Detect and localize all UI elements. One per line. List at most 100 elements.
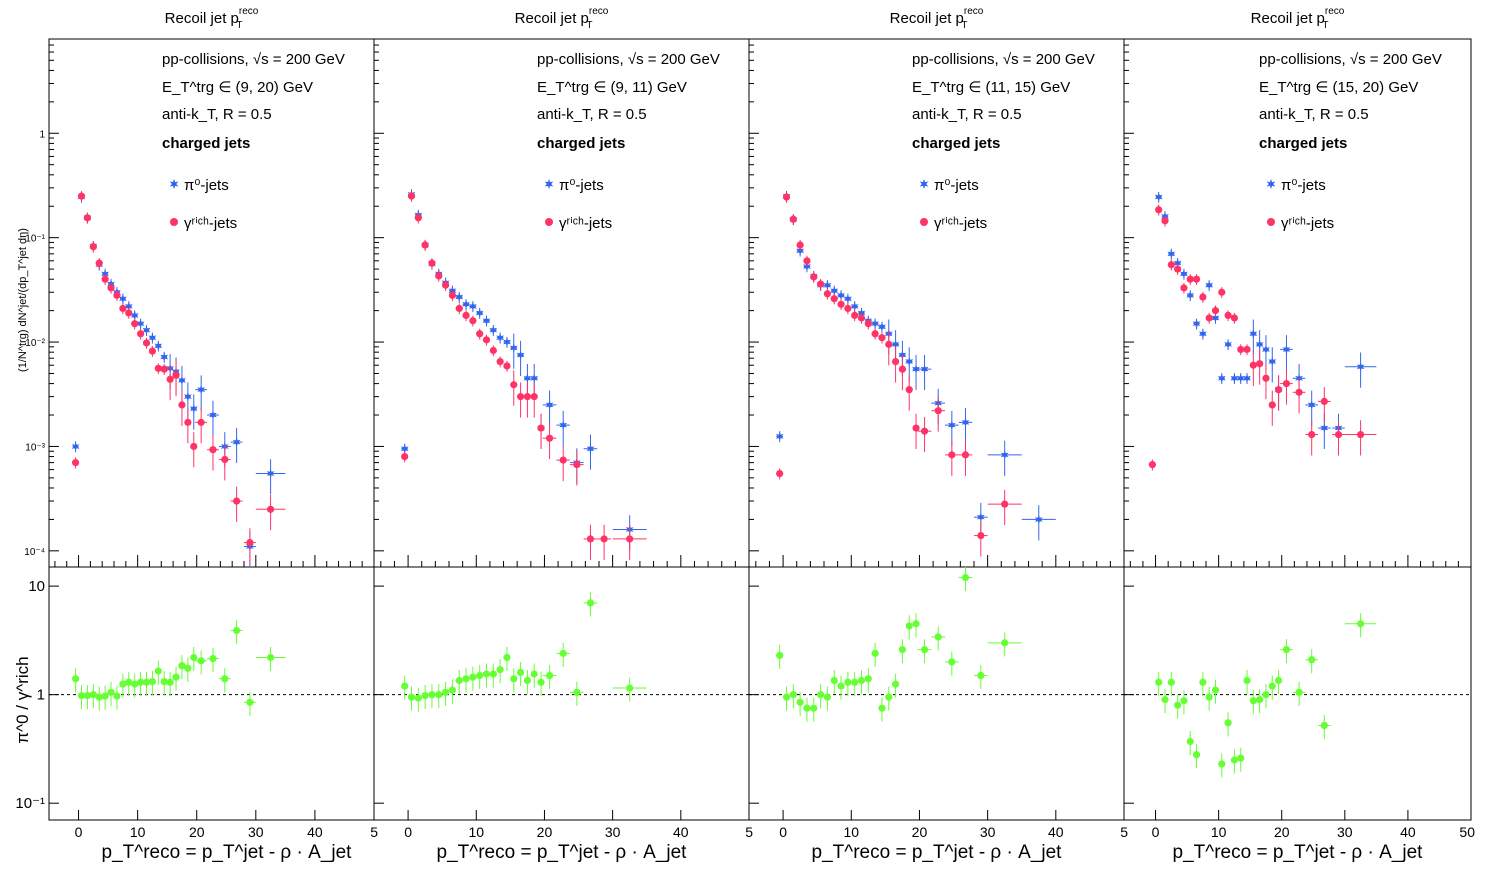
y-tick-label-lower: 10 [28, 578, 45, 595]
annotation-collisions: pp-collisions, √s = 200 GeV [1259, 51, 1442, 68]
legend-pi0-label: π⁰-jets [1281, 177, 1326, 194]
gamma-point [172, 371, 180, 379]
pi0-point [475, 308, 484, 318]
ratio-point [266, 653, 275, 662]
x-tick-label: 50 [1459, 824, 1475, 840]
ratio-point [184, 664, 192, 672]
pi0-point [775, 431, 784, 441]
annotation-jet-type: charged jets [162, 135, 250, 152]
pi0-point [101, 269, 109, 279]
pi0-point [1224, 339, 1232, 349]
gamma-point [948, 451, 956, 459]
annotation-jet-type: charged jets [537, 135, 625, 152]
panel-title: Recoil jet preco T [1251, 6, 1345, 31]
pi0-point [850, 301, 859, 311]
pi0-point [1255, 339, 1264, 349]
pi0-point [920, 364, 929, 374]
gamma-point [898, 365, 907, 373]
gamma-point [789, 215, 797, 223]
gamma-point [912, 424, 920, 432]
gamma-point [782, 193, 791, 201]
gamma-point [857, 314, 866, 322]
ratio-point [523, 676, 532, 685]
annotation-algorithm: anti-k_T, R = 0.5 [1259, 106, 1369, 123]
panel-4: Recoil jet preco T pp-collisions, √s = 200… [1123, 6, 1475, 840]
ratio-point [1230, 756, 1239, 764]
ratio-point [857, 676, 866, 685]
annotation-collisions: pp-collisions, √s = 200 GeV [162, 51, 345, 68]
ratio-point [891, 680, 900, 688]
pi0-point [1282, 344, 1291, 354]
annotation-algorithm: anti-k_T, R = 0.5 [162, 106, 272, 123]
ratio-point [898, 646, 907, 654]
ratio-point [1268, 682, 1276, 690]
gamma-point [510, 381, 518, 389]
gamma-point [830, 295, 838, 303]
gamma-point [1167, 261, 1175, 269]
gamma-point [1218, 288, 1226, 296]
ratio-point [160, 677, 168, 686]
gamma-point [469, 317, 477, 325]
ratio-point [131, 680, 139, 688]
gamma-point [816, 280, 825, 288]
ratio-point [1262, 691, 1270, 699]
panels: Recoil jet preco T pp-collisions, √s = 200… [15, 6, 1475, 863]
gamma-point [803, 257, 811, 265]
legend-gamma-marker [545, 218, 553, 226]
pi0-point [1230, 373, 1239, 383]
gamma-point [1224, 311, 1232, 320]
ratio-point [83, 692, 92, 700]
gamma-point [184, 418, 192, 426]
gamma-point [600, 535, 608, 543]
gamma-point [1243, 345, 1251, 354]
ratio-point [476, 671, 484, 680]
gamma-point [1308, 430, 1316, 439]
ratio-point [776, 651, 784, 659]
ratio-point [977, 671, 985, 680]
ratio-point [782, 693, 791, 701]
legend-pi0-label: π⁰-jets [934, 177, 979, 194]
x-tick-label: 5 [745, 824, 753, 840]
annotation-jet-type: charged jets [912, 135, 1000, 152]
legend-gamma-label: γʳⁱᶜʰ-jets [559, 215, 612, 232]
ratio-point [1224, 719, 1232, 727]
gamma-point [864, 320, 872, 328]
lower-y-axis-label: π^0 / γ^rich [13, 656, 32, 743]
ratio-point [510, 675, 518, 683]
ratio-point [455, 676, 463, 685]
gamma-point [573, 460, 581, 469]
pi0-point [130, 310, 139, 320]
pi0-point [1262, 344, 1270, 354]
ratio-point [77, 692, 86, 700]
ratio-point [414, 694, 422, 702]
ratio-point [154, 667, 162, 675]
ratio-point [1180, 697, 1188, 705]
gamma-point [1274, 386, 1283, 394]
pi0-point [496, 333, 504, 343]
pi0-point [559, 420, 568, 430]
gamma-point [1262, 374, 1270, 382]
gamma-point [1320, 397, 1328, 406]
gamma-point [530, 393, 538, 401]
pi0-point [1000, 450, 1009, 460]
ratio-point [912, 620, 920, 628]
gamma-point [197, 418, 205, 426]
gamma-point [776, 469, 784, 478]
ratio-point [934, 633, 942, 641]
gamma-point [1268, 401, 1276, 409]
pi0-point [160, 352, 169, 362]
panel-3: Recoil jet preco T pp-collisions, √s = 200… [748, 6, 1128, 840]
legend-gamma-marker [1267, 218, 1275, 226]
ratio-point [71, 675, 80, 683]
ratio-point [462, 675, 470, 683]
gamma-point [626, 535, 634, 543]
gamma-point [1161, 217, 1169, 225]
gamma-point [1356, 430, 1365, 439]
ratio-point [1274, 676, 1283, 685]
gamma-point [1186, 275, 1194, 283]
legend-pi0-marker [1266, 179, 1276, 189]
ratio-point [221, 675, 229, 683]
pi0-point [1217, 373, 1226, 383]
annotation-trigger: E_T^trg ∈ (9, 20) GeV [162, 79, 313, 96]
